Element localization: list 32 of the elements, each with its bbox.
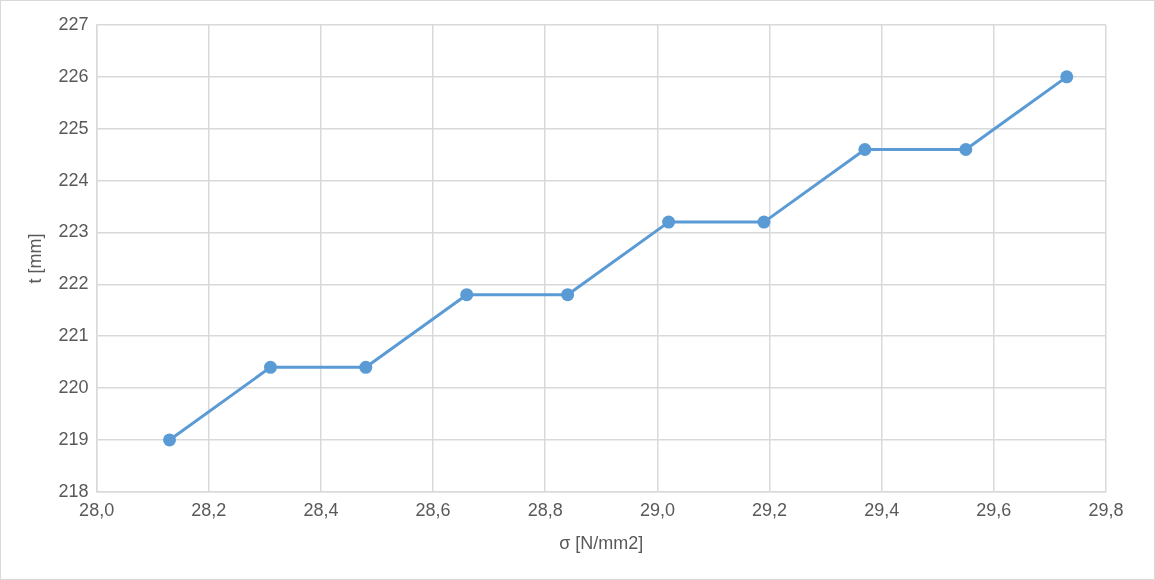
x-tick-label: 28,6 [415, 499, 451, 520]
point [1060, 70, 1074, 84]
point [757, 215, 771, 229]
point [359, 360, 373, 374]
x-tick-label: 28,0 [79, 499, 115, 520]
y-tick-label: 219 [58, 428, 89, 449]
point [561, 288, 575, 302]
y-tick-label: 227 [58, 13, 89, 34]
y-tick-label: 223 [58, 221, 89, 242]
x-tick-label: 29,2 [752, 499, 788, 520]
y-tick-label: 222 [58, 273, 89, 294]
y-tick-label: 221 [58, 325, 89, 346]
x-tick-label: 29,0 [639, 499, 675, 520]
x-tick-label: 29,6 [976, 499, 1012, 520]
point [959, 142, 973, 156]
point [662, 215, 676, 229]
y-tick-label: 220 [58, 377, 89, 398]
y-axis-title: t [mm] [24, 233, 45, 284]
x-tick-label: 28,8 [527, 499, 563, 520]
y-tick-label: 226 [58, 65, 89, 86]
point [163, 433, 177, 447]
y-tick-label: 218 [58, 480, 89, 501]
x-tick-label: 29,4 [864, 499, 900, 520]
y-tick-label: 224 [58, 169, 89, 190]
x-tick-label: 29,8 [1088, 499, 1124, 520]
point [460, 288, 474, 302]
point [263, 360, 277, 374]
x-axis-title: σ [N/mm2] [559, 533, 644, 554]
x-tick-label: 28,2 [191, 499, 227, 520]
x-tick-label: 28,4 [303, 499, 339, 520]
y-tick-label: 225 [58, 117, 89, 138]
point [858, 142, 872, 156]
